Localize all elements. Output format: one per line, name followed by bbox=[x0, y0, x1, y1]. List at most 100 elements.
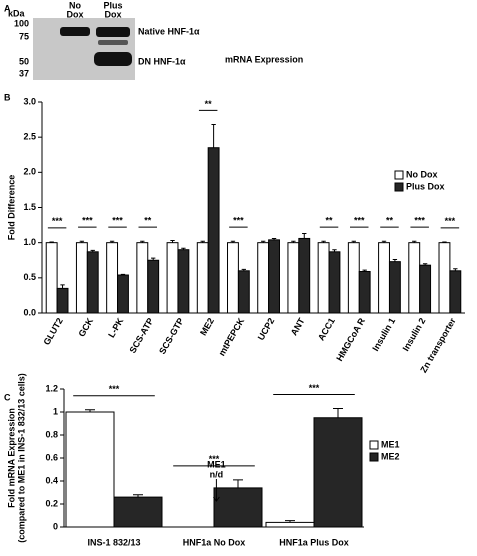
bar bbox=[358, 271, 371, 314]
y-tick-label: 3.0 bbox=[23, 96, 36, 106]
blot-marker: 75 bbox=[19, 31, 29, 41]
error-bar bbox=[291, 240, 296, 243]
error-bar bbox=[422, 263, 428, 266]
bar bbox=[449, 270, 462, 314]
error-bar bbox=[90, 249, 95, 252]
y-tick-label: 1 bbox=[53, 406, 58, 416]
lane-label: Dox bbox=[66, 9, 83, 19]
error-bar bbox=[332, 249, 337, 252]
blot-unit: kDa bbox=[8, 8, 26, 18]
error-bar bbox=[49, 241, 54, 243]
bar bbox=[56, 287, 69, 314]
blot-band bbox=[94, 52, 132, 66]
bar bbox=[237, 270, 250, 314]
significance-label: *** bbox=[209, 454, 220, 464]
significance-label: *** bbox=[82, 216, 93, 226]
error-bar bbox=[230, 240, 236, 243]
error-bar bbox=[151, 257, 156, 261]
bar bbox=[136, 242, 149, 314]
error-bar bbox=[362, 269, 367, 272]
band-label: Native HNF-1α bbox=[138, 26, 200, 36]
bar bbox=[86, 251, 99, 314]
x-tick-label: GCK bbox=[76, 316, 95, 339]
error-bar bbox=[321, 240, 326, 243]
significance-label: ** bbox=[386, 216, 394, 226]
error-bar bbox=[392, 259, 398, 262]
annotation-arrow bbox=[213, 479, 220, 502]
y-tick-label: 1.2 bbox=[45, 383, 58, 393]
x-tick-label: INS-1 832/13 bbox=[87, 537, 140, 547]
legend-label: ME2 bbox=[381, 451, 400, 461]
y-axis-label: (compared to ME1 in INS-1 832/13 cells) bbox=[16, 373, 26, 543]
x-tick-label: ME2 bbox=[198, 316, 216, 337]
y-tick-label: 0.6 bbox=[45, 452, 58, 462]
significance-label: ** bbox=[205, 99, 213, 109]
x-tick-label: Insulin 1 bbox=[370, 316, 397, 353]
y-tick-label: 1.5 bbox=[23, 202, 36, 212]
significance-label: *** bbox=[414, 216, 425, 226]
annotation: ME1 bbox=[207, 459, 226, 469]
significance-label: *** bbox=[109, 384, 120, 394]
bar bbox=[419, 264, 432, 314]
panel-label: B bbox=[4, 92, 11, 102]
lane-label: No bbox=[69, 0, 81, 10]
error-bar bbox=[211, 124, 216, 148]
error-bar bbox=[170, 240, 175, 243]
bar bbox=[213, 487, 263, 528]
y-axis-label: Fold Difference bbox=[6, 175, 16, 241]
significance-label: *** bbox=[233, 216, 244, 226]
legend-swatch bbox=[394, 170, 404, 180]
error-bar bbox=[120, 273, 126, 276]
bar bbox=[268, 239, 280, 314]
significance-label: *** bbox=[309, 383, 320, 393]
blot-band bbox=[60, 27, 90, 36]
bar bbox=[265, 521, 315, 528]
blot-band bbox=[96, 27, 130, 37]
error-bar bbox=[233, 479, 243, 488]
bar bbox=[207, 147, 220, 314]
legend-label: Plus Dox bbox=[406, 181, 445, 191]
annotation: n/d bbox=[210, 469, 224, 479]
y-tick-label: 0.5 bbox=[23, 272, 36, 282]
legend-swatch bbox=[369, 452, 379, 462]
lane-label: Plus bbox=[103, 0, 122, 10]
bar bbox=[298, 237, 311, 314]
band-label: DN HNF-1α bbox=[138, 56, 186, 66]
x-tick-label: ANT bbox=[289, 316, 307, 337]
bar bbox=[196, 242, 209, 314]
bar bbox=[257, 242, 270, 314]
error-bar bbox=[285, 520, 295, 523]
error-bar bbox=[109, 240, 115, 243]
blot-marker: 37 bbox=[19, 68, 29, 78]
x-tick-label: ACC1 bbox=[316, 316, 337, 342]
error-bar bbox=[181, 247, 186, 250]
bar bbox=[287, 242, 300, 314]
panel-label: C bbox=[4, 392, 11, 402]
error-bar bbox=[79, 240, 85, 243]
y-tick-label: 0.4 bbox=[45, 475, 58, 485]
error-bar bbox=[60, 284, 65, 289]
bar bbox=[75, 242, 88, 314]
bar bbox=[347, 242, 360, 314]
blot-band bbox=[98, 40, 128, 45]
significance-label: ** bbox=[326, 216, 334, 226]
bar bbox=[113, 496, 163, 528]
y-tick-label: 0.8 bbox=[45, 429, 58, 439]
legend-swatch bbox=[394, 182, 404, 192]
bar bbox=[45, 242, 58, 314]
error-bar bbox=[260, 240, 266, 243]
bar bbox=[147, 259, 160, 314]
y-tick-label: 1.0 bbox=[23, 237, 36, 247]
legend-swatch bbox=[369, 440, 379, 450]
x-tick-label: HNF1a No Dox bbox=[183, 537, 246, 547]
bar bbox=[388, 261, 401, 314]
bar bbox=[117, 274, 129, 314]
bar bbox=[378, 242, 390, 314]
significance-label: ** bbox=[144, 216, 152, 226]
error-bar bbox=[241, 268, 247, 271]
x-tick-label: L-PK bbox=[106, 316, 125, 340]
error-bar bbox=[140, 240, 145, 243]
error-bar bbox=[412, 240, 417, 243]
error-bar bbox=[85, 409, 95, 412]
